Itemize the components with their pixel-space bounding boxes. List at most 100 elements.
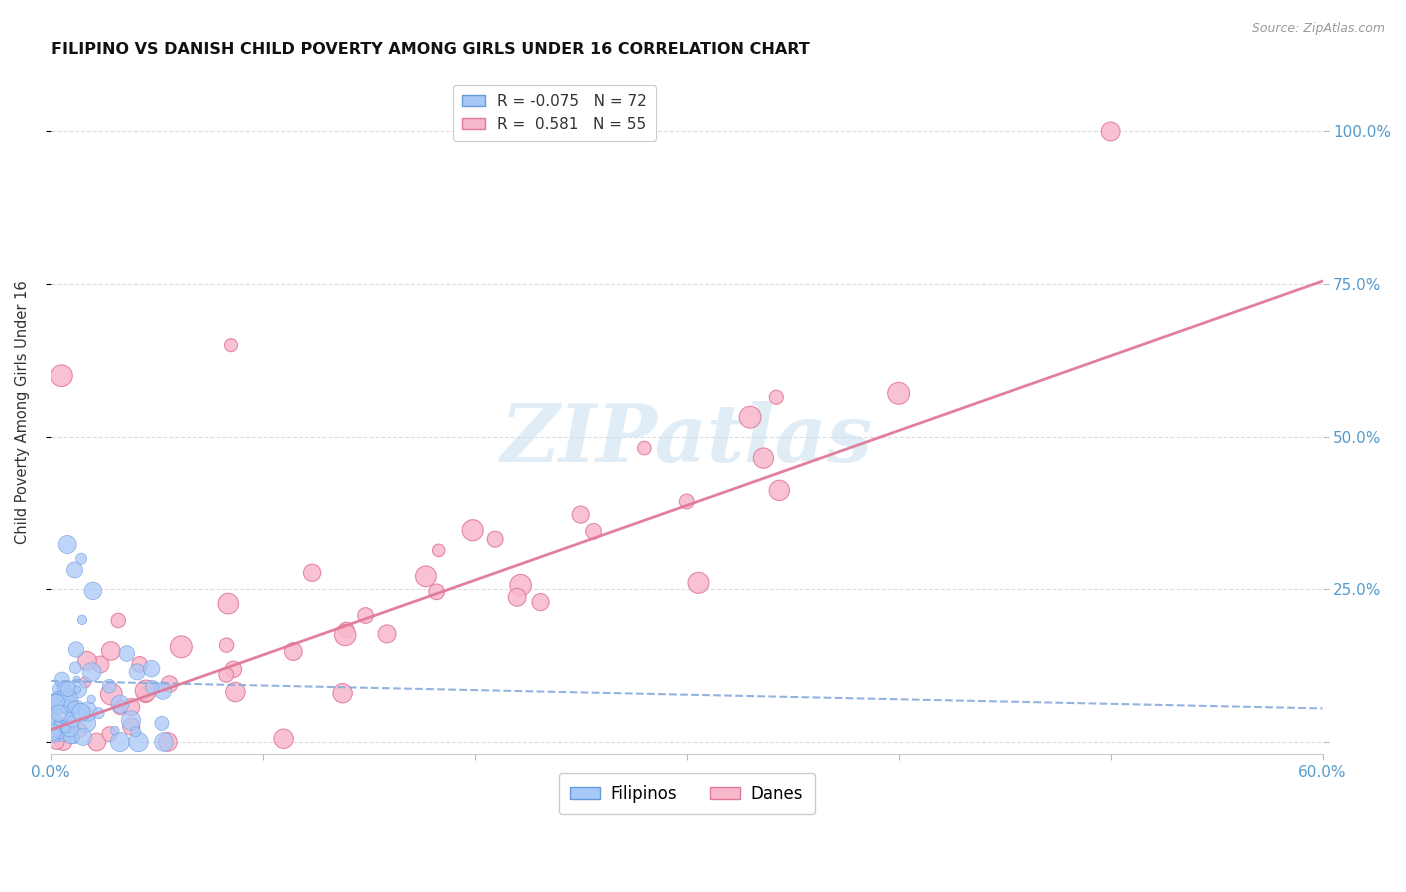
- Point: [44, 727, 66, 741]
- Point: [63, 661, 86, 675]
- Point: [98, 679, 121, 693]
- Point: [115, 647, 138, 661]
- Point: [125, 724, 148, 739]
- Point: [46, 691, 69, 706]
- Point: [44, 705, 66, 719]
- Point: [80, 692, 103, 706]
- Point: [59, 700, 82, 714]
- Point: [768, 483, 790, 498]
- Point: [86, 735, 108, 749]
- Point: [98, 727, 121, 741]
- Point: [48, 681, 70, 696]
- Point: [765, 390, 787, 404]
- Point: [80, 665, 103, 679]
- Point: [52, 721, 75, 735]
- Point: [82, 583, 104, 598]
- Point: [55, 721, 77, 735]
- Point: [222, 662, 245, 676]
- Point: [150, 716, 173, 731]
- Point: [107, 614, 129, 628]
- Point: [56, 537, 79, 551]
- Point: [62, 714, 84, 729]
- Point: [127, 665, 149, 679]
- Point: [633, 441, 655, 455]
- Point: [45, 719, 67, 733]
- Point: [76, 716, 98, 731]
- Point: [42, 723, 65, 737]
- Point: [75, 706, 97, 721]
- Point: [509, 578, 531, 592]
- Point: [127, 735, 149, 749]
- Point: [273, 731, 295, 746]
- Legend: Filipinos, Danes: Filipinos, Danes: [558, 773, 814, 814]
- Point: [76, 654, 98, 668]
- Point: [56, 725, 79, 739]
- Point: [63, 731, 86, 746]
- Point: [120, 700, 142, 714]
- Point: [135, 688, 157, 702]
- Point: [415, 569, 437, 583]
- Point: [52, 726, 75, 740]
- Point: [224, 685, 246, 699]
- Text: FILIPINO VS DANISH CHILD POVERTY AMONG GIRLS UNDER 16 CORRELATION CHART: FILIPINO VS DANISH CHILD POVERTY AMONG G…: [51, 42, 810, 57]
- Point: [104, 723, 127, 738]
- Point: [675, 494, 697, 508]
- Point: [120, 714, 142, 728]
- Point: [159, 677, 181, 691]
- Point: [46, 718, 69, 732]
- Point: [59, 722, 82, 736]
- Point: [70, 551, 93, 566]
- Point: [51, 691, 73, 706]
- Point: [51, 673, 73, 687]
- Point: [108, 700, 131, 714]
- Point: [46, 716, 69, 731]
- Text: Source: ZipAtlas.com: Source: ZipAtlas.com: [1251, 22, 1385, 36]
- Point: [51, 692, 73, 706]
- Point: [215, 638, 238, 652]
- Point: [53, 698, 76, 713]
- Point: [63, 700, 86, 714]
- Point: [108, 697, 131, 711]
- Point: [484, 532, 506, 546]
- Point: [76, 705, 98, 719]
- Point: [335, 623, 357, 637]
- Point: [354, 608, 377, 623]
- Point: [51, 720, 73, 734]
- Point: [69, 723, 91, 737]
- Point: [63, 563, 86, 577]
- Point: [42, 714, 65, 729]
- Point: [66, 700, 89, 714]
- Point: [120, 719, 142, 733]
- Point: [66, 681, 89, 696]
- Point: [65, 642, 87, 657]
- Point: [688, 575, 710, 590]
- Point: [529, 595, 551, 609]
- Point: [55, 691, 77, 706]
- Point: [48, 706, 70, 721]
- Point: [87, 706, 110, 721]
- Point: [49, 723, 72, 737]
- Point: [72, 730, 94, 744]
- Point: [65, 673, 87, 687]
- Point: [301, 566, 323, 580]
- Point: [740, 410, 762, 425]
- Point: [66, 682, 89, 697]
- Point: [128, 657, 150, 672]
- Point: [375, 627, 398, 641]
- Point: [1099, 124, 1122, 138]
- Point: [215, 668, 238, 682]
- Point: [51, 688, 73, 702]
- Point: [58, 694, 80, 708]
- Point: [42, 725, 65, 739]
- Point: [108, 735, 131, 749]
- Point: [506, 591, 529, 605]
- Point: [42, 702, 65, 716]
- Point: [152, 683, 174, 698]
- Point: [56, 681, 79, 696]
- Point: [51, 368, 73, 383]
- Point: [135, 683, 157, 698]
- Point: [427, 543, 450, 558]
- Point: [219, 338, 242, 352]
- Point: [45, 695, 67, 709]
- Point: [48, 700, 70, 714]
